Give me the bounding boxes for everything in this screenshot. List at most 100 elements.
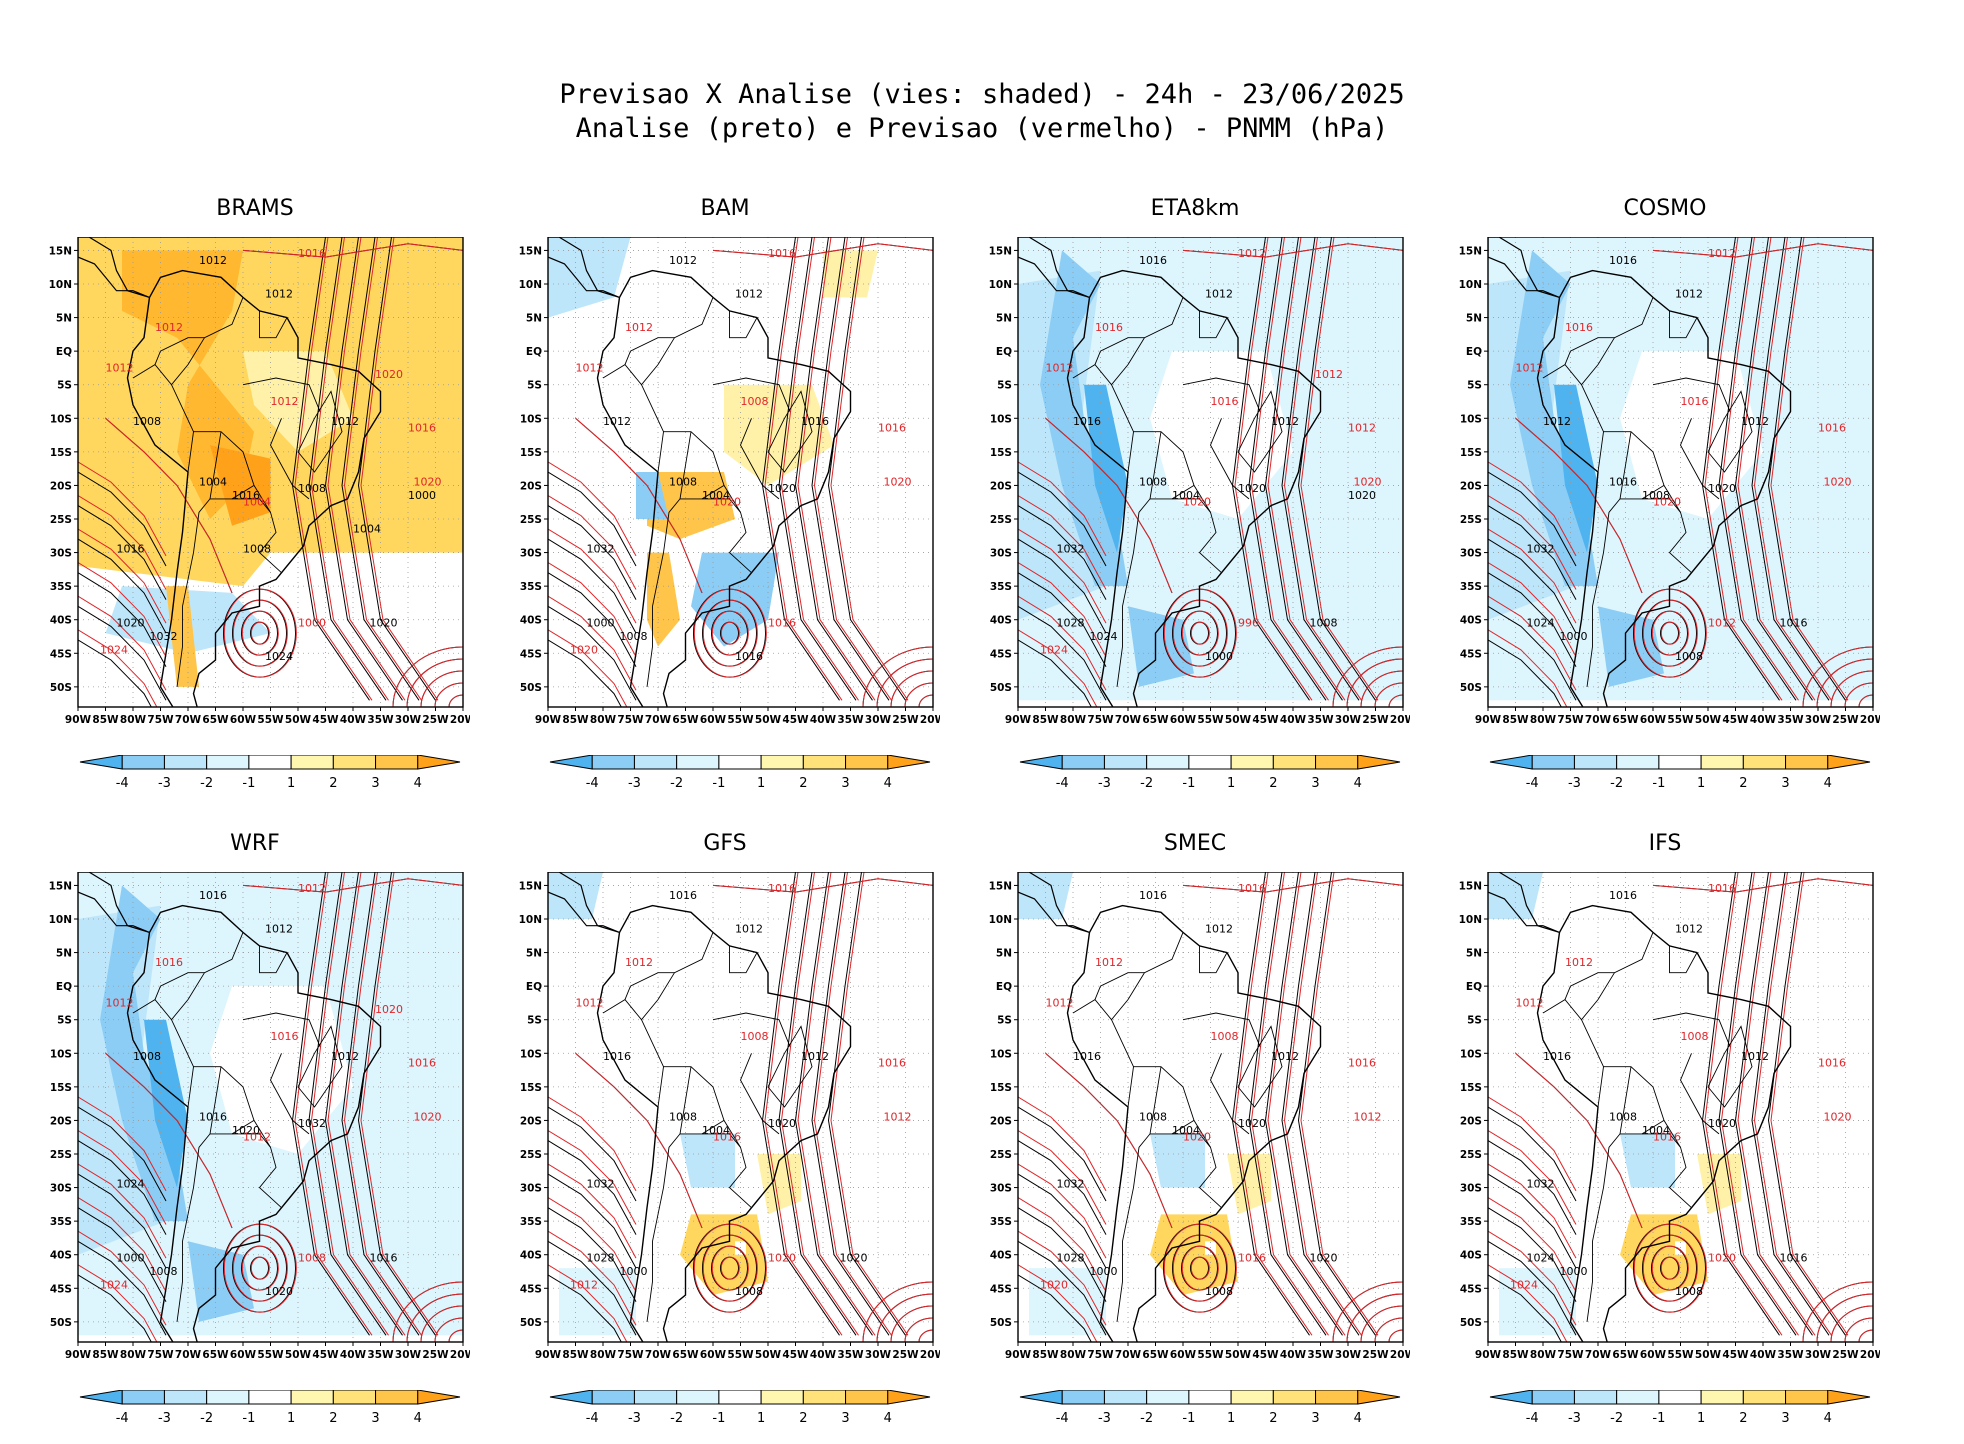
isobar-label-analysis: 1016 xyxy=(669,889,697,902)
colorbar-tick-label: 1 xyxy=(287,776,295,791)
colorbar-swatch xyxy=(1658,1389,1702,1405)
lon-tick-label: 90W xyxy=(1005,1349,1032,1361)
isobar-label-forecast: 1020 xyxy=(1653,496,1681,509)
colorbar-swatch xyxy=(887,1389,931,1405)
isobar-label-analysis: 1024 xyxy=(1527,616,1555,629)
colorbar: -4 -3 -2 -1 1 2 3 4 xyxy=(510,754,940,805)
lat-tick-label: 25S xyxy=(1460,1149,1482,1161)
colorbar-tick-label: -3 xyxy=(628,776,641,791)
isobar-label-forecast: 1016 xyxy=(1818,422,1846,435)
isobar-label-forecast: 1016 xyxy=(408,1057,436,1070)
colorbar-tick-label: -4 xyxy=(1056,1411,1069,1426)
lon-tick-label: 50W xyxy=(1695,1349,1722,1361)
colorbar-tick-label: -1 xyxy=(712,776,725,791)
lon-tick-label: 55W xyxy=(1667,1349,1694,1361)
colorbar-swatch xyxy=(248,754,292,770)
lat-tick-label: 5S xyxy=(57,1015,72,1027)
isobar-label-forecast: 1012 xyxy=(1516,996,1544,1009)
lon-tick-label: 60W xyxy=(700,714,727,726)
isobar-label-forecast: 1012 xyxy=(1315,368,1343,381)
lat-tick-label: 35S xyxy=(1460,581,1482,593)
bias-shading-1 xyxy=(1697,1154,1741,1215)
lon-tick-label: 90W xyxy=(1475,1349,1502,1361)
lon-tick-label: 40W xyxy=(1280,1349,1307,1361)
bias-shading-3 xyxy=(1620,1133,1675,1188)
colorbar-swatch xyxy=(375,1389,419,1405)
lat-tick-label: 10N xyxy=(519,914,542,926)
map-plot: 1016 1012 1012 1016 1008 1004 1020 1032 1028 1000… xyxy=(980,872,1410,1367)
lat-tick-label: 50S xyxy=(50,682,72,694)
bias-shading-4 xyxy=(1620,351,1763,519)
lon-tick-label: 40W xyxy=(1750,1349,1777,1361)
lon-tick-label: 60W xyxy=(230,714,257,726)
colorbar-tick-label: 1 xyxy=(757,776,765,791)
isobar-label-forecast: 1020 xyxy=(375,1003,403,1016)
isobar-label-analysis: 1000 xyxy=(408,489,436,502)
colorbar-swatch xyxy=(206,754,250,770)
colorbar-tick-label: 3 xyxy=(1311,776,1319,791)
isobar-label-forecast: 1012 xyxy=(576,996,604,1009)
colorbar-swatch xyxy=(121,1389,165,1405)
isobar-label-analysis: 1028 xyxy=(1057,1251,1085,1264)
lat-tick-label: 40S xyxy=(50,1250,72,1262)
colorbar-tick-label: 3 xyxy=(371,1411,379,1426)
colorbar-swatch xyxy=(1315,754,1359,770)
colorbar-tick-label: 3 xyxy=(1781,776,1789,791)
lon-tick-label: 75W xyxy=(617,1349,644,1361)
colorbar-tick-label: 2 xyxy=(329,1411,337,1426)
bias-shading-1 xyxy=(757,1154,801,1215)
colorbar-tick-label: -2 xyxy=(1610,1411,1623,1426)
bias-shading-1 xyxy=(1227,1154,1271,1215)
lat-tick-label: 20S xyxy=(1460,1115,1482,1127)
isobar-label-analysis: 1004 xyxy=(702,1124,730,1137)
colorbar-tick-label: 2 xyxy=(1739,776,1747,791)
lon-tick-label: 60W xyxy=(1170,1349,1197,1361)
lon-tick-label: 45W xyxy=(1252,1349,1279,1361)
colorbar-tick-label: 4 xyxy=(414,776,422,791)
lat-tick-label: 30S xyxy=(520,548,542,560)
lat-tick-label: 15S xyxy=(990,1082,1012,1094)
lat-tick-label: 20S xyxy=(990,1115,1012,1127)
isobar-label-analysis: 1016 xyxy=(1609,475,1637,488)
lon-tick-label: 45W xyxy=(1722,1349,1749,1361)
colorbar-tick-label: 1 xyxy=(757,1411,765,1426)
coastline xyxy=(126,269,382,707)
isobar-label-analysis: 1024 xyxy=(117,1178,145,1191)
isobar-label-forecast: 1016 xyxy=(1681,395,1709,408)
lat-tick-label: 10S xyxy=(520,413,542,425)
colorbar-swatch xyxy=(290,754,334,770)
lat-tick-label: 10S xyxy=(990,1048,1012,1060)
lon-tick-label: 45W xyxy=(312,714,339,726)
isobar-label-analysis: 1032 xyxy=(150,630,178,643)
lon-tick-label: 30W xyxy=(1805,1349,1832,1361)
lon-tick-label: 85W xyxy=(562,714,589,726)
isobar-label-forecast: 1020 xyxy=(1354,475,1382,488)
lat-tick-label: 5N xyxy=(1466,313,1482,325)
isobar-label-analysis: 1012 xyxy=(1741,415,1769,428)
colorbar-swatch xyxy=(718,754,762,770)
bias-shading-3 xyxy=(1554,384,1598,553)
lat-tick-label: 35S xyxy=(520,581,542,593)
lat-tick-label: 10N xyxy=(49,914,72,926)
isobar-label-analysis: 1000 xyxy=(117,1251,145,1264)
isobar-label-forecast: 1012 xyxy=(1708,616,1736,629)
isobar-label-forecast: 1020 xyxy=(414,1110,442,1123)
isobar-label-analysis: 1012 xyxy=(1271,1050,1299,1063)
isobar-label-forecast: 1020 xyxy=(1040,1278,1068,1291)
lat-tick-label: 15S xyxy=(1460,1082,1482,1094)
lat-tick-label: 45S xyxy=(1460,648,1482,660)
bias-shading-6 xyxy=(647,552,680,647)
panel-brams: BRAMS 1012 1012 1012 1008 1004 1016 1008 1016 102… xyxy=(40,195,470,791)
isobar-label-analysis: 1004 xyxy=(1172,489,1200,502)
map-svg: 1012101210161012100810041020103210001008… xyxy=(519,237,940,726)
lon-tick-label: 40W xyxy=(340,714,367,726)
isobar-label-analysis: 1000 xyxy=(620,1265,648,1278)
colorbar-tick-label: -3 xyxy=(158,776,171,791)
lat-tick-label: 35S xyxy=(520,1216,542,1228)
colorbar-tick-label: 1 xyxy=(1697,1411,1705,1426)
lon-tick-label: 75W xyxy=(147,1349,174,1361)
figure-title-line1: Previsao X Analise (vies: shaded) - 24h … xyxy=(559,79,1405,110)
lon-tick-label: 20W xyxy=(1860,714,1880,726)
isobar-label-forecast: 1016 xyxy=(298,247,326,260)
lon-tick-label: 20W xyxy=(450,1349,470,1361)
